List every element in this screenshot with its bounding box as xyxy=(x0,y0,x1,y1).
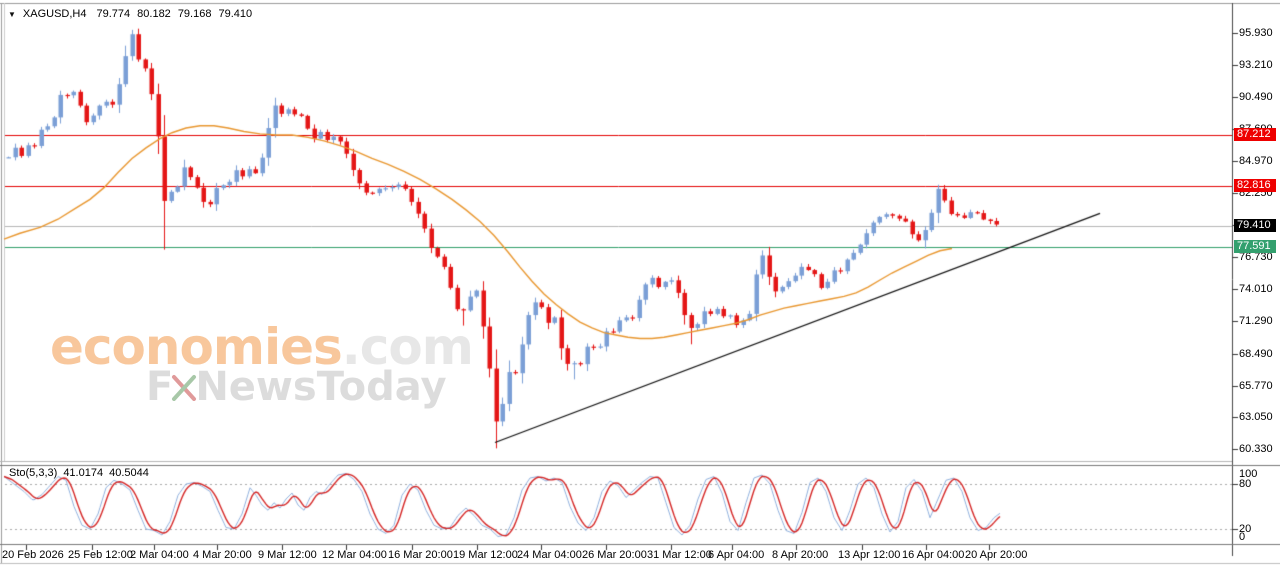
price-axis-label: 76.730 xyxy=(1239,251,1273,264)
time-axis-label: 16 Mar 20:00 xyxy=(388,549,453,561)
time-axis-label: 16 Apr 04:00 xyxy=(902,549,965,561)
stochastic-scale-label: 100 xyxy=(1239,468,1258,480)
time-axis-label: 24 Mar 04:00 xyxy=(517,549,582,561)
symbol-triangle-icon: ▼ xyxy=(8,9,16,19)
stochastic-name: Sto(5,3,3) xyxy=(9,467,58,479)
price-tag-77.591: 77.591 xyxy=(1234,240,1276,254)
price-axis-label: 71.290 xyxy=(1239,315,1273,328)
time-axis-label: 20 Apr 20:00 xyxy=(965,549,1028,561)
time-axis-label: 20 Feb 2026 xyxy=(2,549,64,561)
stochastic-scale-label: 20 xyxy=(1239,523,1252,535)
price-axis-label: 68.490 xyxy=(1239,347,1273,360)
price-axis-label: 95.930 xyxy=(1239,27,1273,39)
price-axis-label: 93.210 xyxy=(1239,58,1273,71)
time-axis-label: 2 Mar 04:00 xyxy=(130,549,189,561)
time-axis-label: 9 Mar 12:00 xyxy=(258,549,317,561)
time-axis-label: 8 Apr 20:00 xyxy=(772,549,829,561)
price-axis-label: 90.490 xyxy=(1239,90,1273,103)
price-tag-87.212: 87.212 xyxy=(1234,127,1276,141)
time-axis-label: 26 Mar 20:00 xyxy=(582,549,647,561)
quote-open: 79.774 xyxy=(96,8,131,20)
stochastic-scale-label: 0 xyxy=(1239,531,1246,543)
symbol-timeframe: XAGUSD,H4 xyxy=(22,8,87,20)
price-axis-label: 74.010 xyxy=(1239,283,1273,296)
stochastic-main-value: 41.0174 xyxy=(63,467,104,479)
time-axis-label: 6 Apr 04:00 xyxy=(708,549,765,561)
chart-header: ▼ XAGUSD,H4 79.774 80.182 79.168 79.410 xyxy=(8,8,252,20)
quote-low: 79.168 xyxy=(177,8,212,20)
quote-high: 80.182 xyxy=(137,8,171,20)
time-axis-label: 25 Feb 12:00 xyxy=(68,549,133,561)
stochastic-label: Sto(5,3,3) 41.0174 40.5044 xyxy=(9,467,149,479)
price-axis-label: 60.330 xyxy=(1239,443,1273,456)
time-axis-label: 4 Mar 20:00 xyxy=(193,549,252,561)
price-axis-label: 65.770 xyxy=(1239,379,1273,392)
time-axis-label: 12 Mar 04:00 xyxy=(322,549,387,561)
stochastic-scale-label: 80 xyxy=(1239,478,1252,490)
price-axis-label: 63.050 xyxy=(1239,411,1273,424)
price-tag-82.816: 82.816 xyxy=(1234,179,1276,193)
time-axis-label: 13 Apr 12:00 xyxy=(838,549,901,561)
quote-close: 79.410 xyxy=(218,8,253,20)
price-tag-79.410: 79.410 xyxy=(1234,219,1276,233)
price-axis-label: 84.970 xyxy=(1239,155,1273,168)
time-axis-label: 31 Mar 12:00 xyxy=(647,549,712,561)
time-axis-label: 19 Mar 12:00 xyxy=(453,549,518,561)
stochastic-signal-value: 40.5044 xyxy=(109,467,149,479)
